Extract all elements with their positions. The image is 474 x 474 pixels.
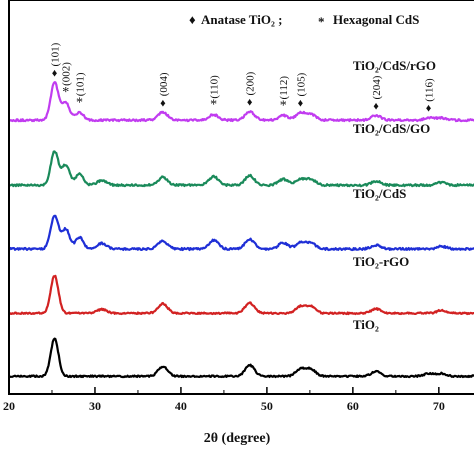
- peak-marker-2: *: [76, 95, 83, 110]
- peak-marker-3: ♦: [160, 97, 166, 109]
- peak-marker-9: ♦: [426, 103, 432, 115]
- x-tick-label-2: 40: [175, 399, 187, 413]
- legend-entry-hexagonal-cds: Hexagonal CdS: [333, 12, 419, 27]
- legend-asterisk-marker: *: [318, 14, 325, 29]
- peak-annotation-layer: ♦(101)*(002)*(101)♦(004)*(110)♦(200)*(11…: [50, 42, 436, 115]
- peak-label-9: (116): [424, 78, 436, 102]
- plot-frame: [8, 0, 474, 395]
- series-label-2: TiO₂/CdS: [353, 186, 407, 201]
- peak-marker-1: *: [62, 85, 69, 100]
- x-tick-label-3: 50: [261, 399, 273, 413]
- series-label-3: TiO₂/CdS/GO: [353, 121, 430, 136]
- peak-label-4: (110): [209, 75, 221, 99]
- series-layer: [8, 81, 474, 379]
- series-label-1: TiO₂-rGO: [353, 254, 409, 269]
- legend-entry-anatase: Anatase TiO₂ ;: [201, 12, 282, 27]
- peak-marker-0: ♦: [52, 67, 58, 79]
- peak-label-6: (112): [278, 76, 290, 100]
- peak-label-7: (105): [295, 72, 307, 96]
- x-tick-label-5: 70: [433, 399, 445, 413]
- series-line-2: [8, 214, 474, 252]
- peak-label-0: (101): [50, 42, 62, 66]
- series-line-3: [8, 150, 474, 188]
- x-axis-title: 2θ (degree): [204, 431, 271, 446]
- x-tick-label-0: 20: [3, 399, 15, 413]
- series-label-layer: TiO₂ TiO₂-rGO TiO₂/CdS TiO₂/CdS/GO TiO₂/CdS/…: [353, 58, 436, 332]
- x-axis: 20 30 40 50 60 70: [3, 387, 445, 413]
- series-line-4: [8, 81, 474, 123]
- series-line-0: [8, 337, 474, 379]
- legend-diamond-marker: ♦: [189, 12, 196, 27]
- peak-label-8: (204): [371, 75, 383, 99]
- peak-label-3: (004): [158, 72, 170, 96]
- legend: ♦ Anatase TiO₂ ; * Hexagonal CdS: [189, 12, 419, 29]
- peak-marker-4: *: [210, 98, 217, 113]
- series-label-0: TiO₂: [353, 317, 379, 332]
- x-tick-label-4: 60: [347, 399, 359, 413]
- x-tick-label-1: 30: [89, 399, 101, 413]
- peak-marker-7: ♦: [298, 98, 304, 110]
- peak-marker-8: ♦: [373, 100, 379, 112]
- peak-marker-6: *: [280, 98, 287, 113]
- series-line-1: [8, 274, 474, 316]
- peak-label-5: (200): [245, 71, 257, 95]
- peak-label-1: (002): [61, 62, 73, 86]
- peak-label-2: (101): [74, 72, 86, 96]
- peak-marker-5: ♦: [247, 97, 253, 109]
- series-label-4: TiO₂/CdS/rGO: [353, 58, 436, 73]
